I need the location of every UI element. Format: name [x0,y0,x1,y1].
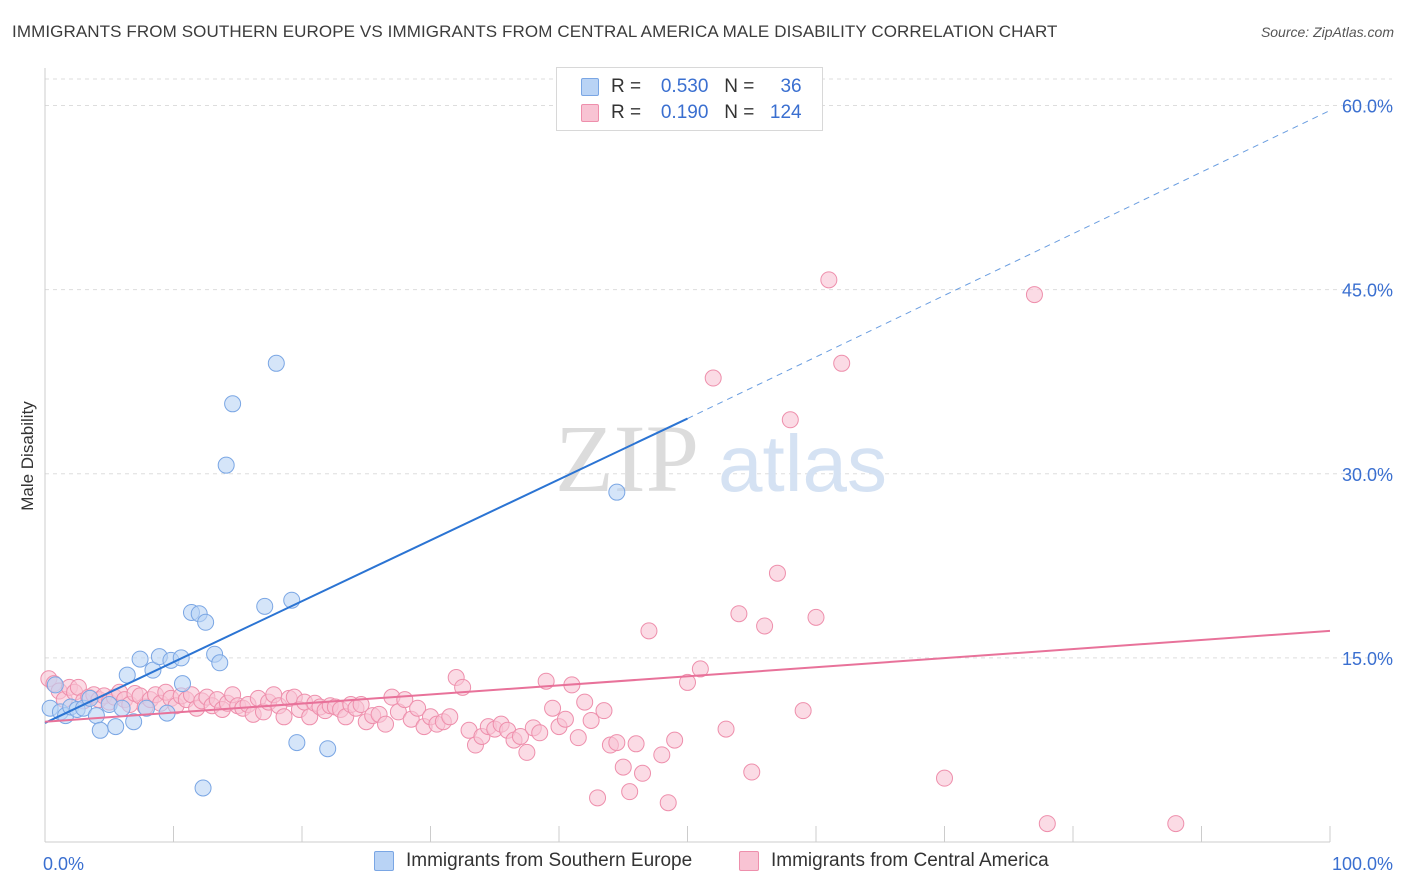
watermark-atlas: atlas [718,419,887,508]
point-central-america [275,708,293,726]
point-central-america [640,622,658,640]
point-southern-europe [194,779,212,797]
point-central-america [377,715,395,733]
point-southern-europe [138,699,156,717]
point-central-america [820,271,838,289]
point-central-america [595,702,613,720]
point-central-america [627,735,645,753]
point-central-america [441,708,459,726]
point-central-america [936,769,953,787]
point-southern-europe [91,721,109,739]
legend-r-label: R = [611,102,642,123]
legend-row-southern-europe: R = 0.530 N = 36 [581,75,802,99]
point-southern-europe [131,650,149,668]
point-southern-europe [211,654,229,672]
grid-lines [45,78,1392,659]
point-central-america [634,764,652,782]
point-southern-europe [107,718,125,736]
legend-swatch-pink [581,104,599,122]
point-central-america [659,794,677,812]
point-southern-europe [197,613,215,631]
point-central-america [666,731,684,749]
point-central-america [794,702,812,720]
legend-r-value: 0.190 [660,102,709,123]
legend-row-central-america: R = 0.190 N = 124 [581,101,802,125]
y-tick-label: 45.0% [1342,281,1393,301]
correlation-legend: R = 0.530 N = 36 R = 0.190 N = 124 [556,67,823,131]
legend-n-value: 124 [769,102,802,123]
legend-n-label: N = [724,102,755,123]
point-central-america [807,608,825,626]
point-central-america [614,758,632,776]
point-central-america [691,660,709,678]
point-central-america [576,693,594,711]
point-southern-europe [256,597,274,615]
bottom-legend-label: Immigrants from Southern Europe [406,850,693,871]
legend-r-label: R = [611,76,642,97]
point-central-america [589,789,607,807]
legend-n-label: N = [724,76,755,97]
point-central-america [717,720,735,738]
point-central-america [743,763,761,781]
series-central-america-points [40,271,1185,833]
source-label: Source: ZipAtlas.com [1260,24,1394,40]
legend-n-value: 36 [780,76,802,97]
point-central-america [1025,286,1043,304]
point-southern-europe [46,676,64,694]
bottom-legend-central-america: Immigrants from Central America [739,850,1049,872]
point-southern-europe [608,483,626,501]
point-southern-europe [125,713,143,731]
point-southern-europe [87,707,105,725]
regression-line-southern-europe [44,417,688,724]
point-central-america [833,354,851,372]
point-central-america [679,673,696,691]
tick-labels: 15.0% 30.0% 45.0% 60.0% 0.0% 100.0% [43,97,1393,874]
legend-r-value: 0.530 [660,76,709,97]
point-central-america [582,711,600,729]
regression-line-central-america [44,629,1331,723]
point-central-america [730,605,748,623]
point-southern-europe [173,675,191,693]
point-southern-europe [113,699,131,717]
point-central-america [704,369,722,387]
x-tick-label-max: 100.0% [1332,854,1393,874]
point-southern-europe [267,354,285,372]
y-tick-label: 15.0% [1342,649,1393,669]
chart-title: IMMIGRANTS FROM SOUTHERN EUROPE VS IMMIG… [12,22,1058,41]
y-tick-label: 30.0% [1342,465,1393,485]
point-southern-europe [224,395,242,413]
point-southern-europe [288,734,306,752]
regression-line-southern-europe-extension [687,110,1331,419]
point-central-america [531,724,549,742]
point-central-america [409,699,427,717]
point-central-america [556,710,574,728]
x-tick-label-min: 0.0% [43,854,84,874]
bottom-legend-label: Immigrants from Central America [771,850,1049,871]
point-central-america [511,727,529,745]
legend-swatch-blue [581,78,599,96]
point-central-america [768,564,786,582]
bottom-legend-swatch-pink [739,851,759,871]
watermark: ZIP atlas [555,405,887,512]
point-central-america [653,746,671,764]
point-central-america [1038,815,1056,833]
watermark-zip: ZIP [555,405,699,512]
point-central-america [518,743,536,761]
point-southern-europe [319,740,337,758]
point-southern-europe [217,456,235,474]
y-tick-label: 60.0% [1342,97,1393,117]
regression-lines [44,110,1331,724]
bottom-legend-swatch-blue [374,851,394,871]
point-central-america [1167,815,1185,833]
point-central-america [781,411,799,429]
point-central-america [544,699,562,717]
point-central-america [569,729,587,747]
point-central-america [621,783,639,801]
series-southern-europe-points [41,354,626,797]
point-central-america [608,734,626,752]
point-central-america [756,617,774,635]
bottom-legend-southern-europe: Immigrants from Southern Europe [374,850,692,872]
y-axis-label: Male Disability [18,401,37,511]
